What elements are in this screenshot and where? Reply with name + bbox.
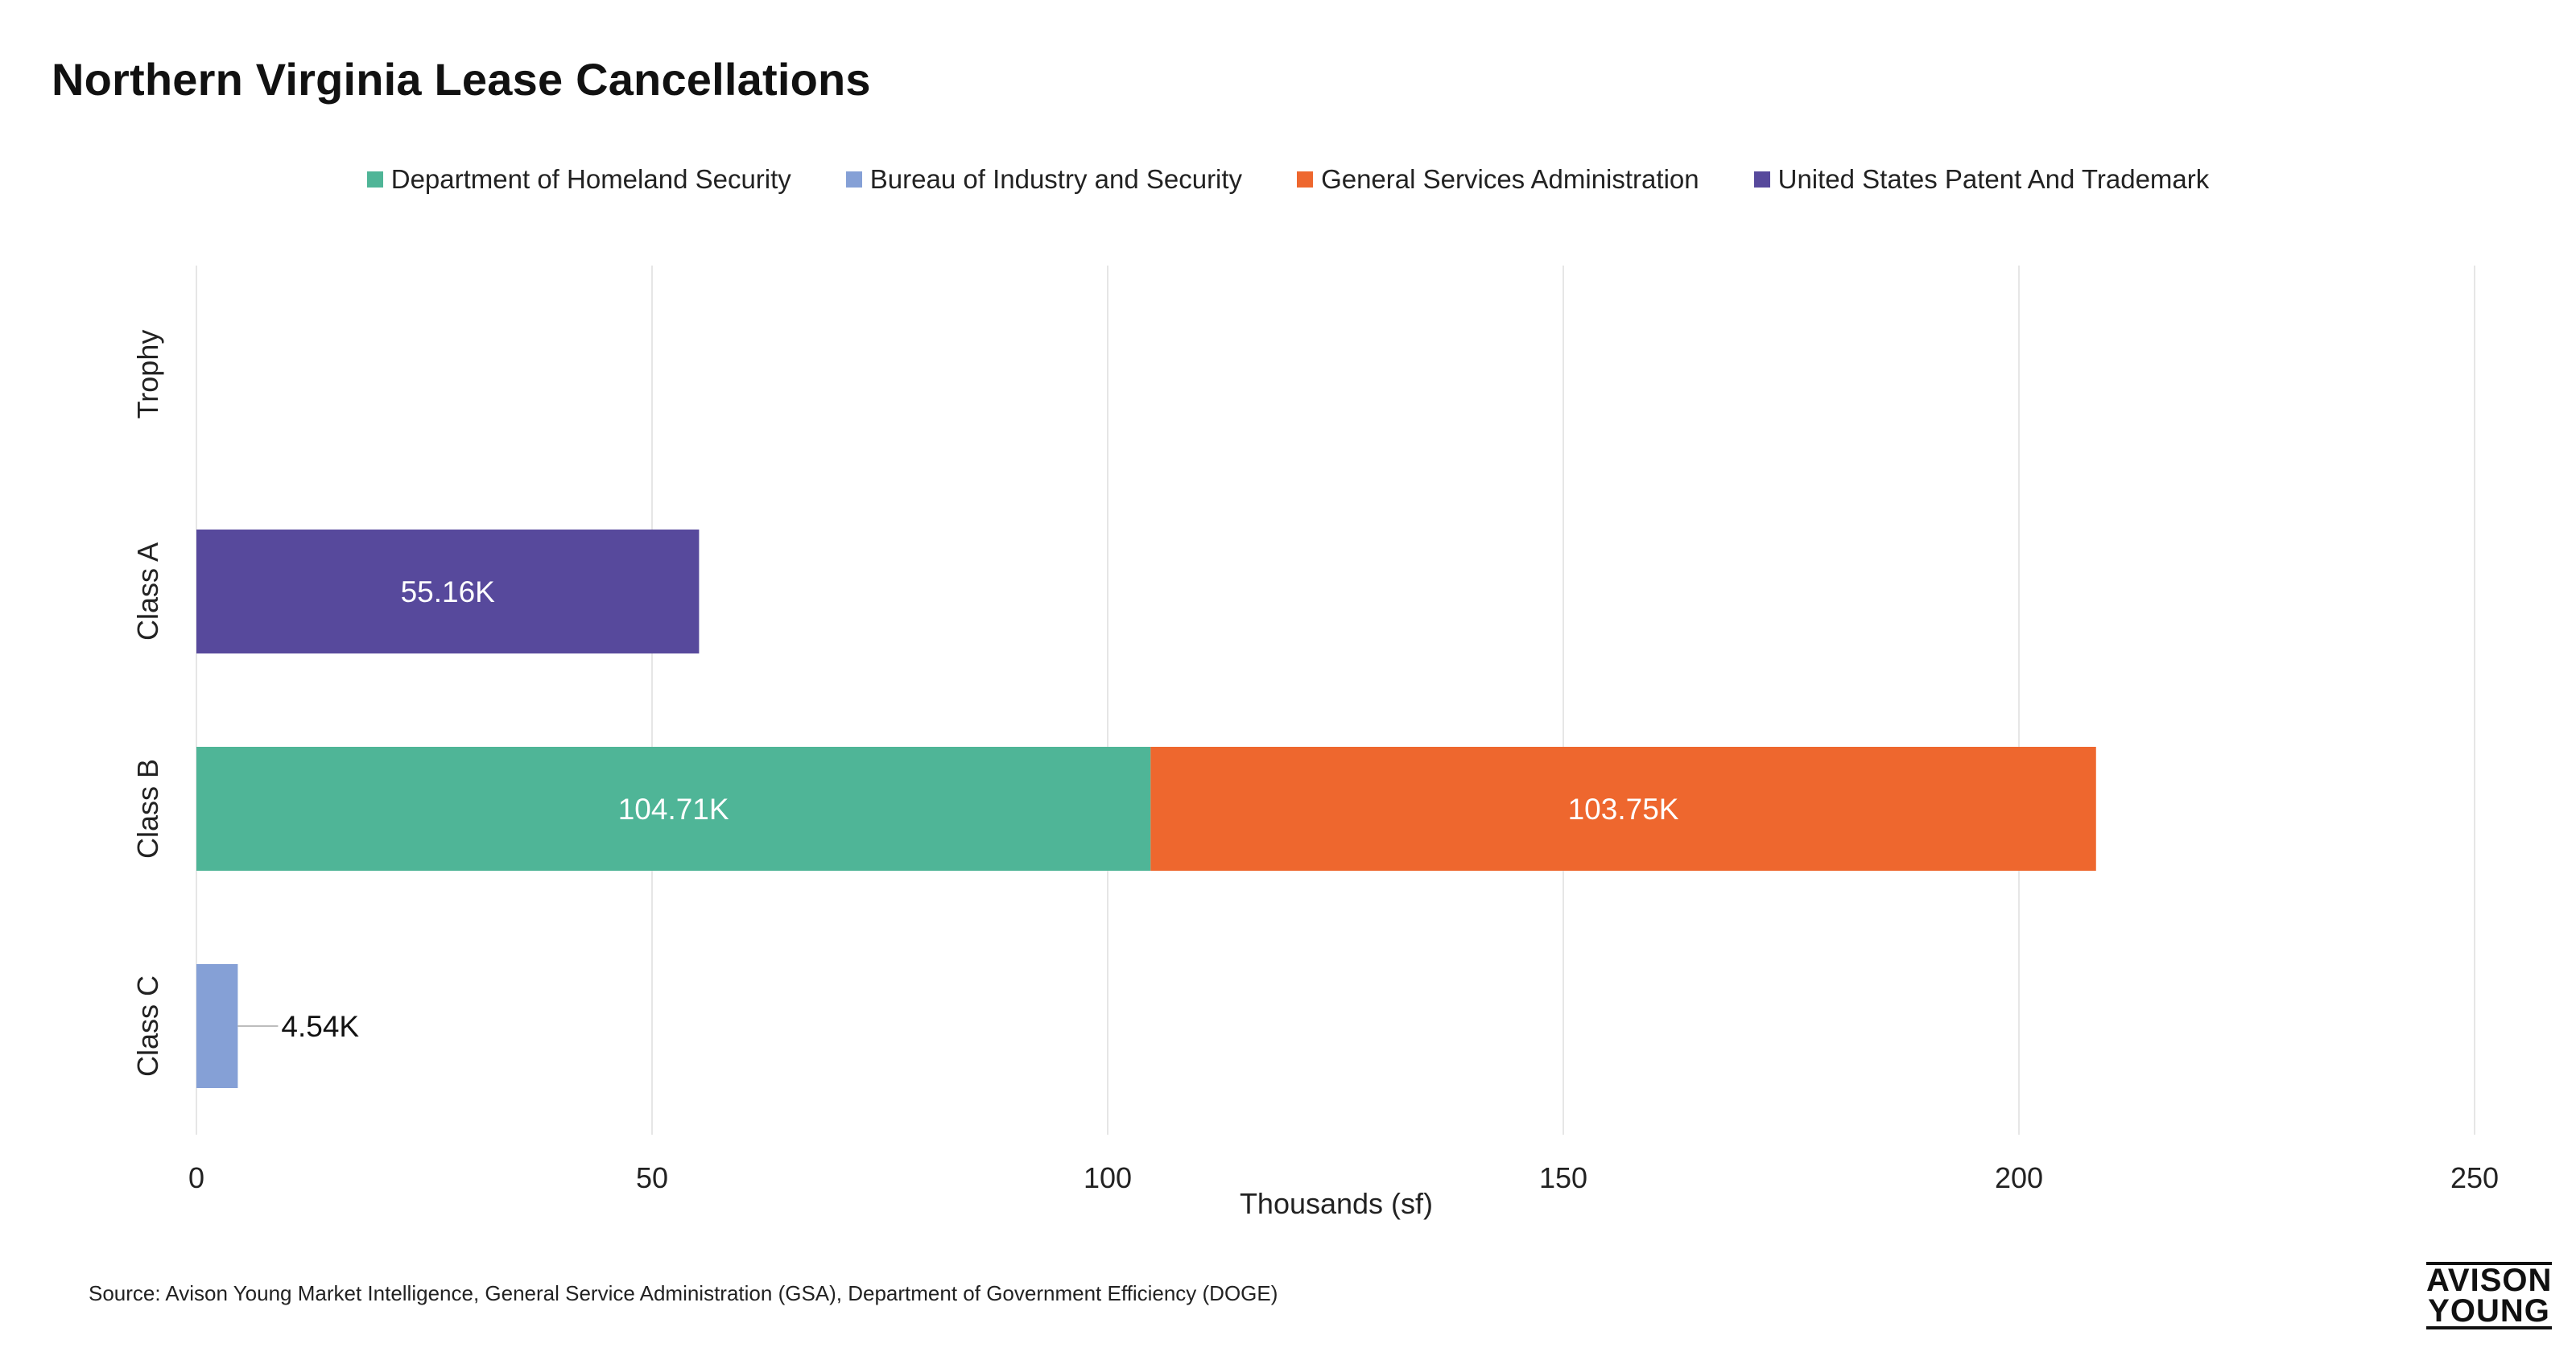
logo-line2: YOUNG bbox=[2428, 1293, 2550, 1329]
y-category-label: Class A bbox=[131, 542, 164, 641]
legend-label: Bureau of Industry and Security bbox=[869, 164, 1243, 194]
logo-top-rule bbox=[2426, 1262, 2552, 1265]
bar-data-label: 103.75K bbox=[1568, 793, 1679, 826]
chart-area: 0 50 100 150 200 250 Thousands (sf) Trophy Class… bbox=[131, 266, 2499, 1220]
legend-item: General Services Administration bbox=[1297, 164, 1699, 195]
legend-swatch bbox=[366, 171, 383, 188]
bar-data-label: 4.54K bbox=[281, 1010, 359, 1043]
x-tick-label: 150 bbox=[1539, 1161, 1587, 1194]
bar bbox=[196, 747, 1151, 871]
bar bbox=[196, 530, 700, 653]
bar bbox=[196, 964, 238, 1088]
logo-bottom-rule bbox=[2426, 1326, 2552, 1329]
legend-label: General Services Administration bbox=[1321, 164, 1699, 194]
x-tick-label: 200 bbox=[1995, 1161, 2043, 1194]
y-category-label: Class B bbox=[131, 759, 164, 859]
y-category-label: Class C bbox=[131, 975, 164, 1077]
legend-label: Department of Homeland Security bbox=[390, 164, 791, 194]
source-note: Source: Avison Young Market Intelligence… bbox=[89, 1281, 1278, 1305]
legend-item: Department of Homeland Security bbox=[366, 164, 791, 195]
x-tick-label: 50 bbox=[636, 1161, 668, 1194]
x-tick-label: 0 bbox=[188, 1161, 204, 1194]
bar bbox=[1150, 747, 2096, 871]
bar-data-label: 104.71K bbox=[618, 793, 729, 826]
x-axis-title: Thousands (sf) bbox=[1240, 1187, 1433, 1220]
chart-title: Northern Virginia Lease Cancellations bbox=[52, 54, 871, 105]
legend: Department of Homeland Security Bureau of… bbox=[0, 164, 2576, 195]
legend-swatch bbox=[1297, 171, 1314, 188]
logo-line1: AVISON bbox=[2426, 1263, 2553, 1298]
y-category-label: Trophy bbox=[131, 330, 164, 419]
legend-swatch bbox=[845, 171, 862, 188]
avison-young-logo: AVISON YOUNG bbox=[2426, 1262, 2552, 1329]
x-tick-label: 100 bbox=[1084, 1161, 1132, 1194]
x-tick-label: 250 bbox=[2450, 1161, 2499, 1194]
legend-swatch bbox=[1753, 171, 1770, 188]
bar-data-label: 55.16K bbox=[401, 575, 496, 608]
legend-item: Bureau of Industry and Security bbox=[845, 164, 1243, 195]
legend-item: United States Patent And Trademark bbox=[1753, 164, 2210, 195]
legend-label: United States Patent And Trademark bbox=[1777, 164, 2210, 194]
